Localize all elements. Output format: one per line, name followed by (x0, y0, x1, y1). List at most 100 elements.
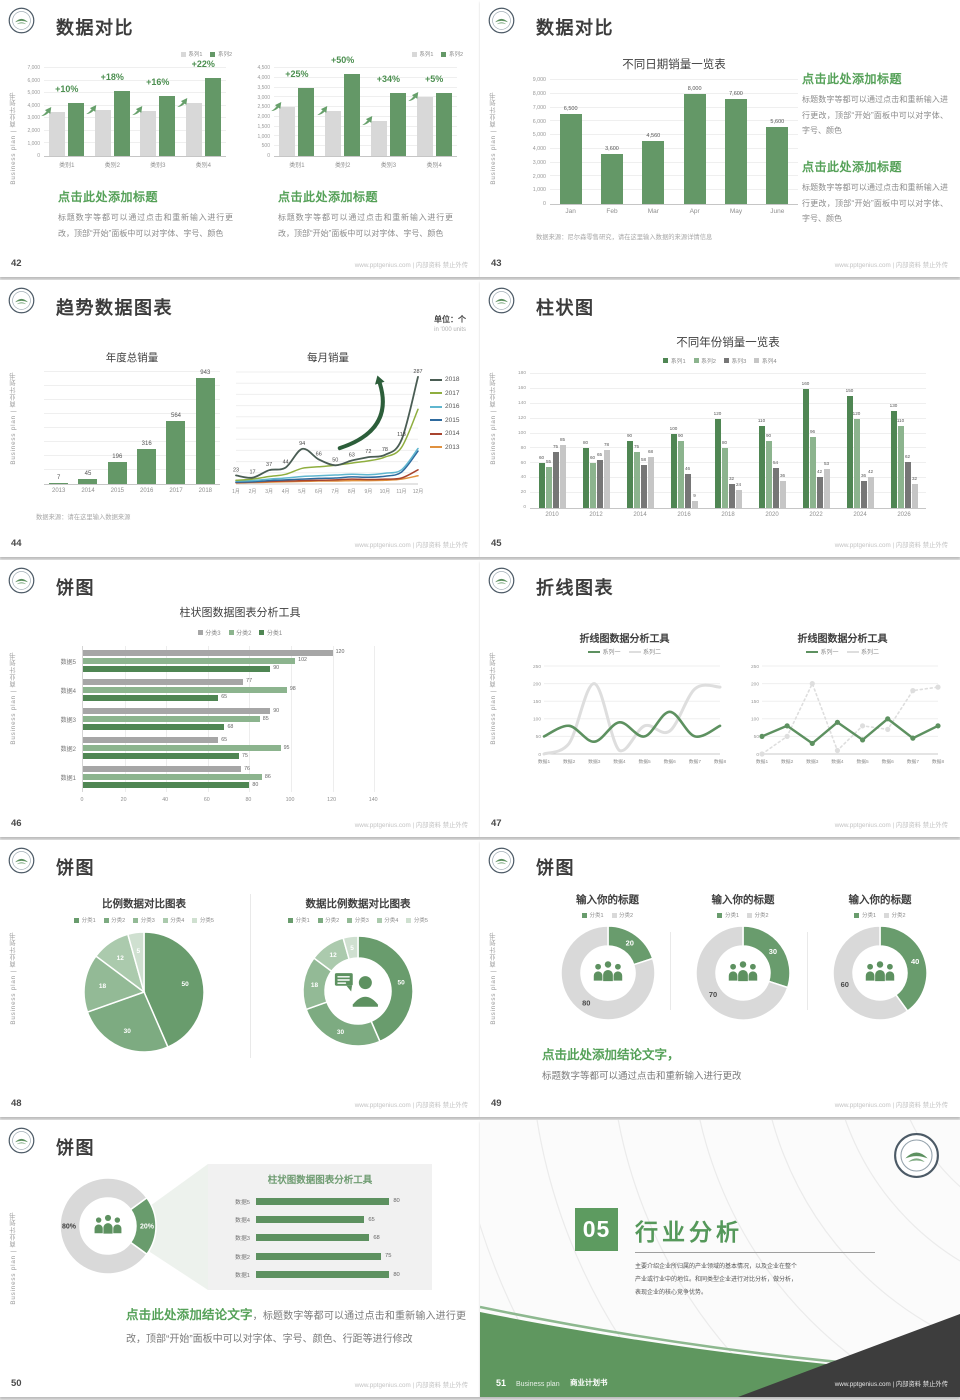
caption-heading: 点击此处添加标题 (802, 160, 903, 174)
funnel-connector (150, 1164, 208, 1290)
svg-text:18: 18 (99, 983, 107, 990)
svg-text:数据3: 数据3 (806, 758, 819, 765)
yearly-grouped-bar-chart: 不同年份销量一览表 系列1 系列2 系列3 系列4 60 55 75 85 80 60 65 78 90 7… (506, 334, 934, 534)
page-number: 44 (11, 538, 22, 549)
svg-text:数据6: 数据6 (882, 758, 895, 765)
donut-chart: 20% 80% (58, 1176, 158, 1276)
svg-text:数据4: 数据4 (831, 758, 844, 765)
center-divider (250, 894, 251, 1058)
university-seal-logo (8, 287, 35, 314)
svg-text:数据2: 数据2 (781, 758, 794, 765)
caption-block: 点击此处添加标题 标题数字等都可以通过点击和重新输入进行更改，顶部“开始”面板中… (278, 188, 453, 241)
university-seal-logo-large (893, 1132, 940, 1179)
svg-text:66: 66 (316, 451, 322, 457)
university-seal-logo (8, 7, 35, 34)
svg-text:数据8: 数据8 (932, 758, 945, 765)
caption-block: 点击此处添加标题 标题数字等都可以通过点击和重新输入进行更改，顶部“开始”面板中… (58, 188, 233, 241)
university-seal-logo (488, 567, 515, 594)
svg-text:17: 17 (249, 470, 255, 476)
svg-text:150: 150 (533, 699, 541, 705)
conclusion-heading: 点击此处添加结论文字 (126, 1308, 253, 1322)
side-vertical-label: Business plan | 商业计划书 (10, 92, 17, 185)
svg-text:94: 94 (299, 441, 305, 447)
pie-chart: 比例数据对比图表 分类1 分类2 分类3 分类4 分类5 50 30 18 12 5 (34, 896, 254, 1078)
university-seal-logo (8, 847, 35, 874)
data-source-note: 数据来源：请在这里输入数据来源 (36, 514, 131, 521)
annual-sales-bar-chart: 年度总销量 7 45 196 316 564 943 2013 2014 2015 2016 2017… (36, 350, 228, 500)
side-vertical-label: Business plan | 商业计划书 (490, 932, 497, 1025)
donut-chart: 数据比例数据对比图表 分类1 分类2 分类3 分类4 分类5 50 30 18 12 5 (252, 896, 464, 1078)
marker-line-chart: 折线图数据分析工具 系列一 系列二 0 50 100 150 200 250 数据1 数据2 数据3 数… (750, 634, 945, 765)
svg-text:12月: 12月 (413, 489, 424, 495)
slide-45: Business plan | 商业计划书 柱状图 不同年份销量一览表 系列1 系列… (480, 280, 960, 557)
svg-text:3月: 3月 (265, 489, 273, 495)
svg-text:287: 287 (413, 369, 422, 375)
monthly-sales-line-chart: 每月销量 1月 2月 3月 4月 5月 6月 7月 8月 9月 10月 11月 12月 23 17 37 44 9… (232, 352, 460, 495)
svg-text:250: 250 (533, 664, 541, 670)
svg-text:118: 118 (397, 432, 406, 438)
svg-text:6月: 6月 (315, 489, 323, 495)
svg-text:0: 0 (538, 752, 541, 758)
section-body: 主要介绍企业所归属的产业领域的基本情况，以及企业在整个产业或行业中的地位。和同类… (635, 1264, 798, 1296)
footer-watermark: www.pptgenius.com | 内部资料 禁止外传 (354, 262, 468, 269)
svg-text:72: 72 (365, 449, 371, 455)
svg-text:30: 30 (124, 1028, 132, 1035)
svg-text:18: 18 (311, 982, 319, 989)
svg-text:12: 12 (330, 952, 338, 959)
slide-title: 饼图 (56, 578, 95, 598)
university-seal-logo (488, 7, 515, 34)
svg-text:50: 50 (397, 980, 405, 987)
slide-title: 趋势数据图表 (56, 298, 173, 318)
conclusion-body: 标题数字等都可以通过点击和重新输入进行更改 (542, 1071, 742, 1082)
side-vertical-label: Business plan | 商业计划书 (490, 652, 497, 745)
svg-text:50: 50 (332, 457, 338, 463)
svg-text:40: 40 (911, 957, 919, 966)
svg-text:250: 250 (751, 664, 759, 670)
slide-43: Business plan | 商业计划书 数据对比 不同日期销量一览表 6,50… (480, 0, 960, 277)
caption-block: 点击此处添加标题 标题数字等都可以通过点击和重新输入进行更改，顶部“开始”面板中… (802, 158, 948, 227)
svg-text:23: 23 (233, 467, 239, 473)
smooth-line-chart: 折线图数据分析工具 系列一 系列二 0 50 100 150 200 250 数据1 数据2 数据3 数… (532, 634, 727, 765)
footer-brand-cn: 商业计划书 (570, 1377, 608, 1387)
svg-text:0: 0 (756, 752, 759, 758)
footer-brand-en: Business plan (516, 1380, 560, 1388)
svg-text:50: 50 (754, 734, 760, 740)
slide-44: Business plan | 商业计划书 趋势数据图表 单位：个 in '00… (0, 280, 480, 557)
svg-text:数据1: 数据1 (756, 758, 769, 765)
conclusion-paragraph: 点击此处添加结论文字，标题数字等都可以通过点击和重新输入进行更改，顶部“开始”面… (126, 1302, 466, 1350)
svg-text:80: 80 (582, 998, 590, 1007)
footer-watermark: www.pptgenius.com | 内部资料 禁止外传 (834, 1102, 948, 1109)
slide-title: 饼图 (56, 858, 95, 878)
donut-chart-1: 输入你的标题 分类1 分类2 20 80 (535, 892, 680, 1032)
sales-bar-chart: 不同日期销量一览表 6,500 3,600 4,560 8,000 7,600 5,600 0… (516, 56, 806, 224)
svg-text:数据5: 数据5 (856, 758, 869, 765)
slide-title: 数据对比 (56, 18, 134, 38)
page-number: 47 (491, 818, 502, 829)
svg-text:9月: 9月 (364, 489, 372, 495)
page-number: 51 (496, 1378, 507, 1388)
slide-title: 柱状图 (536, 298, 595, 318)
svg-text:数据7: 数据7 (689, 758, 702, 765)
svg-text:150: 150 (751, 699, 759, 705)
section-title: 行业分析 (635, 1219, 743, 1245)
unit-cn: 单位：个 (434, 315, 466, 324)
university-seal-logo (488, 287, 515, 314)
footer-watermark: www.pptgenius.com | 内部资料 禁止外传 (354, 1102, 468, 1109)
caption-body: 标题数字等都可以通过点击和重新输入进行更改，顶部“开始”面板中可以对字体、字号、… (802, 183, 948, 224)
caption-body: 标题数字等都可以通过点击和重新输入进行更改，顶部“开始”面板中可以对字体、字号、… (58, 213, 233, 238)
grouped-bar-chart-left: 系列1 系列2 +10% +18% +16% +22% 0 1,000 2,000 3,000 4,… (27, 51, 232, 169)
svg-text:70: 70 (709, 990, 717, 999)
page-number: 45 (491, 538, 502, 549)
slide-title: 数据对比 (536, 18, 614, 38)
svg-text:10月: 10月 (380, 489, 391, 495)
slide-46: Business plan | 商业计划书 饼图 柱状图数据图表分析工具 分类3 分… (0, 560, 480, 837)
svg-text:30: 30 (337, 1029, 345, 1036)
university-seal-logo (8, 1127, 35, 1154)
horizontal-bar-chart: 柱状图数据图表分析工具 分类3 分类2 分类1 120 102 90 77 98 65 90 85 68… (26, 604, 454, 816)
grouped-bar-chart-right: 系列1 系列2 +25% +50% +34% +5% 0 500 1,000 1,500 2,000… (257, 51, 463, 169)
svg-text:100: 100 (533, 717, 541, 723)
svg-text:11月: 11月 (396, 489, 406, 495)
svg-text:20%: 20% (140, 1224, 155, 1231)
